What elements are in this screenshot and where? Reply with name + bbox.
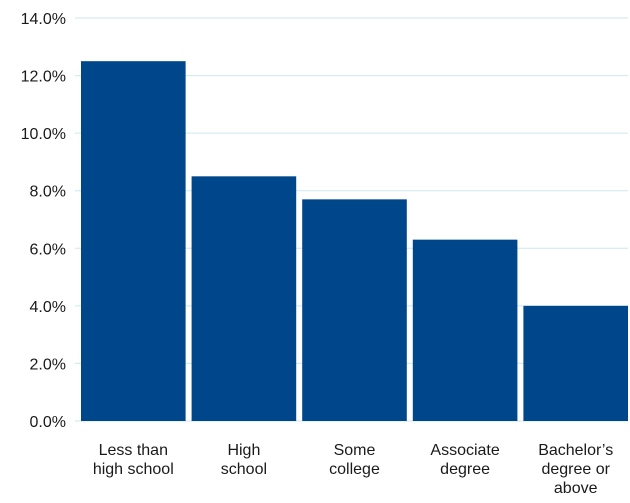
y-axis-tick-labels: 0.0% 2.0% 4.0% 6.0% 8.0% 10.0% 12.0% 14.0%: [21, 11, 66, 431]
x-category-label-line: high school: [93, 461, 174, 478]
x-category-label-line: Bachelor’s: [538, 442, 613, 459]
x-category-label-line: High: [227, 442, 260, 459]
bar: [523, 305, 628, 421]
y-tick-label: 0.0%: [30, 414, 66, 431]
y-tick-label: 6.0%: [30, 241, 66, 258]
x-category-label-line: Associate: [430, 442, 499, 459]
x-category-label-line: degree or: [541, 461, 610, 478]
y-tick-label: 14.0%: [21, 11, 66, 28]
x-category-label-line: college: [329, 461, 380, 478]
x-category-label: Bachelor’s degree or above: [538, 442, 613, 497]
x-category-label-line: Some: [334, 442, 376, 459]
x-category-label-line: above: [554, 480, 598, 497]
y-tick-label: 12.0%: [21, 69, 66, 86]
x-category-label: High school: [221, 442, 267, 478]
x-category-label-line: Less than: [99, 442, 168, 459]
x-category-label: Associate degree: [430, 442, 499, 478]
y-tick-label: 10.0%: [21, 126, 66, 143]
bars: [81, 61, 628, 422]
x-category-label-line: degree: [440, 461, 490, 478]
bar: [81, 61, 186, 422]
bar: [412, 239, 518, 421]
x-category-label: Less than high school: [93, 442, 174, 478]
y-tick-label: 4.0%: [30, 299, 66, 316]
x-category-label: Some college: [329, 442, 380, 478]
bar: [191, 176, 297, 421]
y-tick-label: 2.0%: [30, 356, 66, 373]
y-tick-label: 8.0%: [30, 184, 66, 201]
bar: [302, 199, 407, 421]
x-axis-category-labels: Less than high school High school Some colleg…: [93, 442, 613, 497]
x-category-label-line: school: [221, 461, 267, 478]
